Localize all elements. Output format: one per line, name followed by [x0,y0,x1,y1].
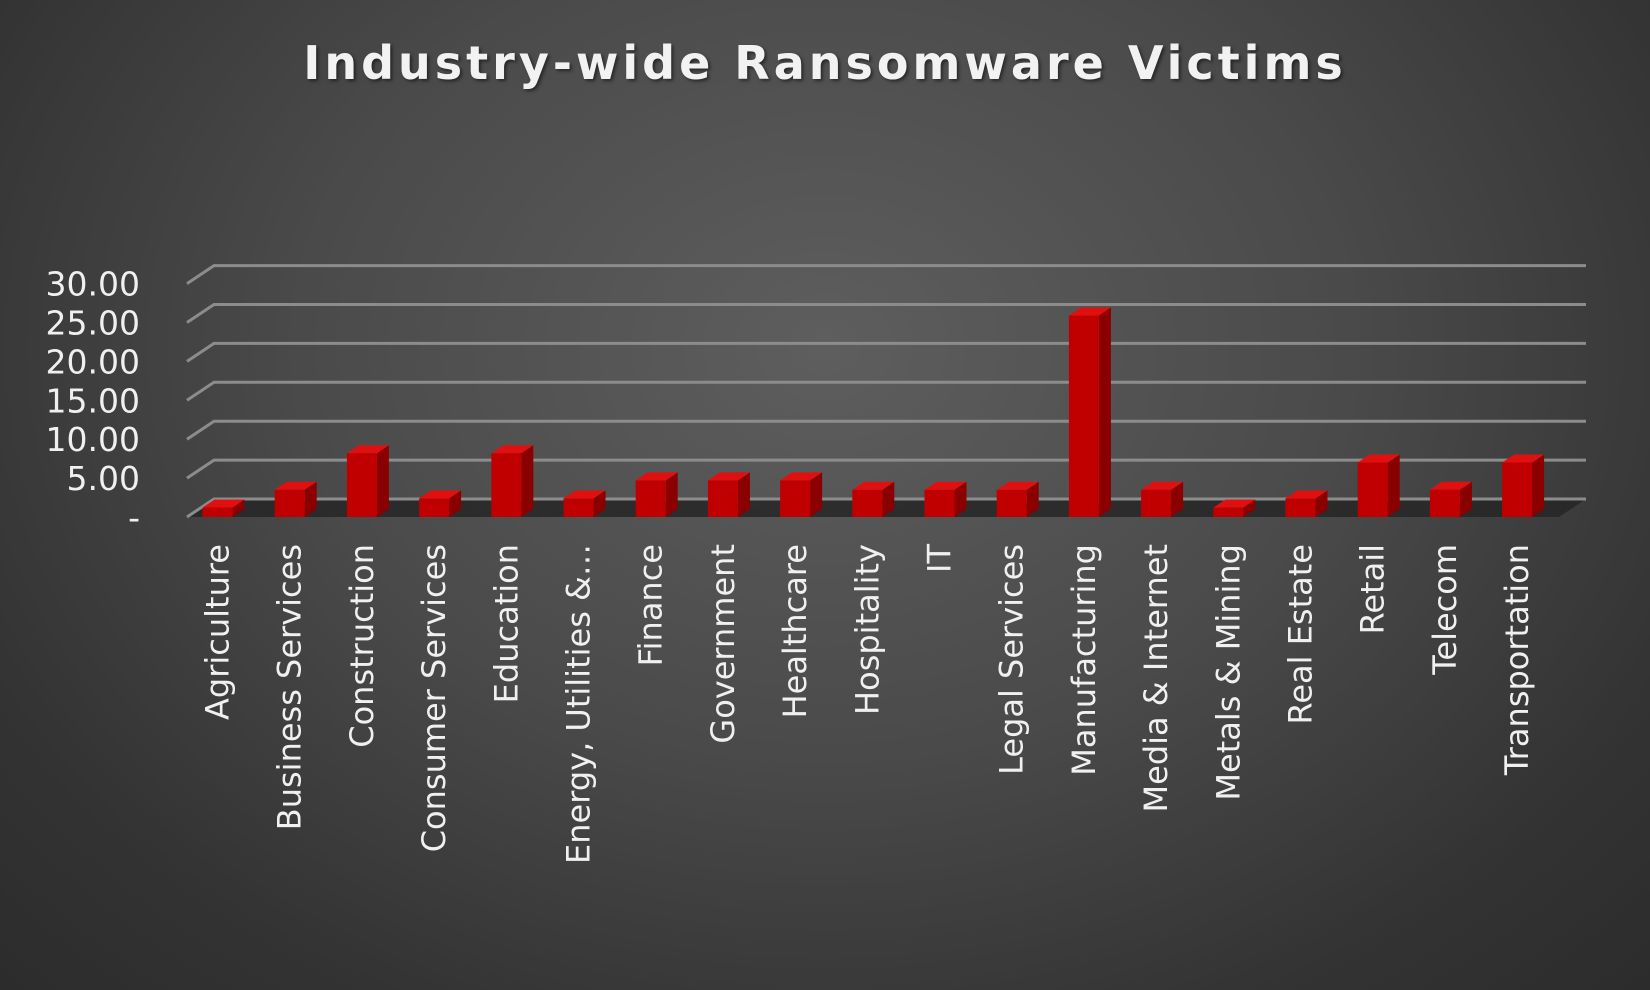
gridlines [186,264,1586,519]
y-tick-label: 10.00 [46,420,140,459]
bar [563,490,606,517]
bar [1141,481,1184,517]
gridline [186,458,1586,480]
y-tick-label: 20.00 [46,342,140,381]
gridline [186,303,1586,324]
bar [707,472,750,517]
x-category-label: Retail [1354,544,1392,634]
bar [202,499,245,517]
x-category-label: Healthcare [776,544,814,718]
bars [202,307,1545,517]
bar [1357,454,1400,517]
bar [852,481,895,517]
x-category-label: Transportation [1498,544,1536,776]
chart-title: Industry-wide Ransomware Victims [303,36,1347,90]
gridline [186,419,1586,441]
x-category-label: Real Estate [1282,544,1320,724]
x-category-label: Hospitality [848,544,886,715]
x-category-label: Energy, Utilities &… [560,544,598,864]
y-tick-label: 5.00 [67,459,140,498]
x-axis-category-labels: Agriculture Business Services Construction… [199,544,1537,864]
x-category-label: Agriculture [199,544,237,720]
y-tick-label: 25.00 [46,304,140,343]
bar [1429,481,1472,517]
bar [419,490,462,517]
gridline [186,341,1586,363]
y-tick-label: - [128,498,140,537]
x-category-label: Legal Services [993,544,1031,775]
x-category-label: Business Services [271,544,309,830]
bar [996,481,1039,517]
x-category-label: Government [704,544,742,744]
bar [1068,307,1111,517]
x-category-label: Education [487,544,525,703]
bar [491,445,534,517]
gridline [186,380,1586,402]
x-category-label: Manufacturing [1065,544,1103,776]
x-category-label: Metals & Mining [1209,544,1247,801]
bar [1502,454,1545,517]
x-category-label: IT [921,544,959,573]
gridline [186,497,1586,519]
bar [1285,490,1328,517]
bar [1213,499,1256,517]
x-category-label: Construction [343,544,381,748]
y-tick-label: 15.00 [46,381,140,420]
bar [346,445,389,517]
bar [780,472,823,517]
bar [635,472,678,517]
bar [924,481,967,517]
y-tick-label: 30.00 [46,265,140,304]
bar [274,481,317,517]
x-category-label: Finance [632,544,670,666]
gridline [186,264,1586,285]
x-category-label: Telecom [1426,544,1464,676]
x-category-label: Media & Internet [1137,544,1175,812]
x-category-label: Consumer Services [415,544,453,852]
